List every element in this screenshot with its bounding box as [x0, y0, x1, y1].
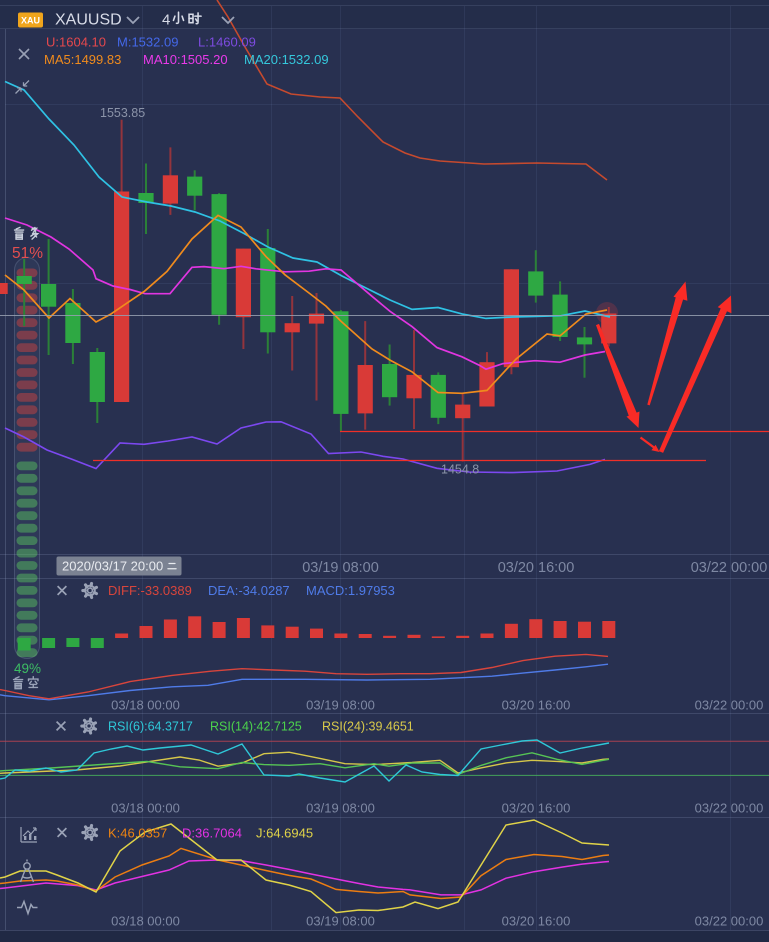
svg-text:DEA:-34.0287: DEA:-34.0287 [208, 583, 290, 598]
svg-text:03/18 00:00: 03/18 00:00 [111, 801, 180, 816]
svg-text:MA20:1532.09: MA20:1532.09 [244, 52, 329, 67]
svg-text:U:1604.10: U:1604.10 [46, 35, 106, 50]
svg-text:03/20 16:00: 03/20 16:00 [502, 698, 571, 713]
svg-text:03/22 00:00: 03/22 00:00 [695, 914, 764, 929]
svg-text:03/22 00:00: 03/22 00:00 [695, 698, 764, 713]
svg-text:03/19 08:00: 03/19 08:00 [306, 801, 375, 816]
svg-text:J:64.6945: J:64.6945 [256, 826, 313, 841]
svg-text:RSI(14):42.7125: RSI(14):42.7125 [210, 720, 302, 734]
svg-text:03/18 00:00: 03/18 00:00 [111, 914, 180, 929]
svg-text:XAU: XAU [21, 16, 40, 26]
svg-text:03/20 16:00: 03/20 16:00 [498, 560, 575, 576]
svg-text:1454.8: 1454.8 [441, 463, 479, 477]
svg-text:MACD:1.97953: MACD:1.97953 [306, 583, 395, 598]
svg-text:M:1532.09: M:1532.09 [117, 35, 178, 50]
svg-text:MA10:1505.20: MA10:1505.20 [143, 52, 228, 67]
svg-text:MA5:1499.83: MA5:1499.83 [44, 52, 121, 67]
svg-text:XAUUSD: XAUUSD [55, 12, 122, 29]
svg-text:DIFF:-33.0389: DIFF:-33.0389 [108, 583, 192, 598]
svg-text:2020/03/17 20:00: 2020/03/17 20:00 [62, 559, 163, 574]
svg-text:03/20 16:00: 03/20 16:00 [502, 914, 571, 929]
svg-text:03/22 00:00: 03/22 00:00 [691, 560, 768, 576]
svg-text:L:1460.09: L:1460.09 [198, 35, 256, 50]
svg-text:03/19 08:00: 03/19 08:00 [306, 698, 375, 713]
svg-text:03/22 00:00: 03/22 00:00 [695, 801, 764, 816]
svg-text:51%: 51% [12, 245, 43, 262]
svg-text:RSI(6):64.3717: RSI(6):64.3717 [108, 720, 193, 734]
svg-text:03/19 08:00: 03/19 08:00 [306, 914, 375, 929]
svg-text:1553.85: 1553.85 [100, 106, 145, 120]
svg-text:03/18 00:00: 03/18 00:00 [111, 698, 180, 713]
svg-text:RSI(24):39.4651: RSI(24):39.4651 [322, 720, 414, 734]
svg-text:4: 4 [162, 12, 170, 29]
svg-text:D:36.7064: D:36.7064 [182, 826, 242, 841]
svg-text:49%: 49% [14, 661, 41, 676]
svg-text:K:46.0357: K:46.0357 [108, 826, 167, 841]
svg-text:03/20 16:00: 03/20 16:00 [502, 801, 571, 816]
svg-text:03/19 08:00: 03/19 08:00 [302, 560, 379, 576]
